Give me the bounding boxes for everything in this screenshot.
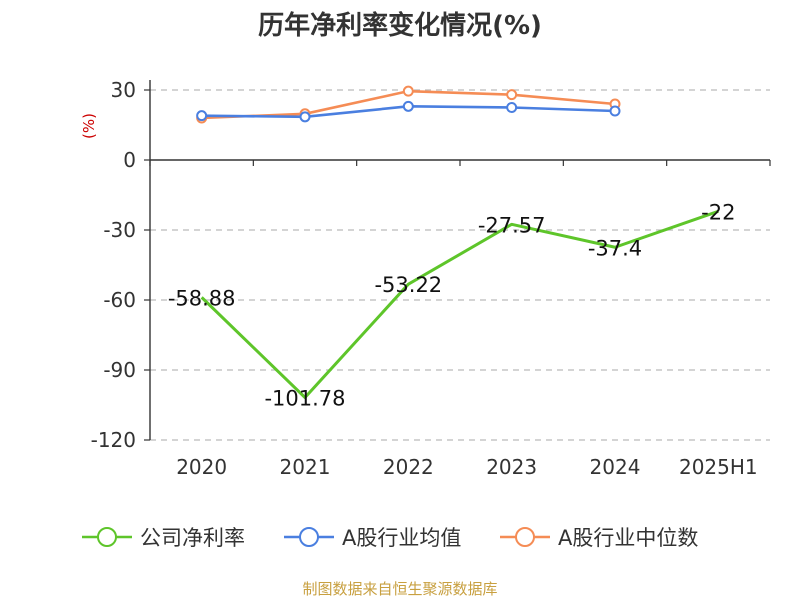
x-tick-label: 2023: [486, 455, 537, 479]
data-label: -27.57: [478, 213, 546, 237]
grid-lines: [150, 89, 770, 441]
data-label: -37.4: [588, 236, 642, 260]
series-line-0: [200, 209, 719, 399]
x-tick-label: 2025H1: [679, 455, 758, 479]
data-labels: -58.88 -101.78 -53.22 -27.57 -37.4 -22: [168, 200, 736, 410]
series-layer: [196, 85, 719, 399]
legend-label: A股行业中位数: [558, 526, 698, 550]
legend-label: 公司净利率: [140, 526, 245, 550]
series-point: [402, 85, 414, 97]
y-tick-label: -90: [103, 358, 136, 382]
data-label: -101.78: [264, 386, 345, 410]
y-axis-unit-label: (%): [80, 113, 98, 139]
legend-marker: [299, 527, 319, 547]
series-point: [402, 100, 414, 112]
data-source-note: 制图数据来自恒生聚源数据库: [302, 580, 497, 598]
y-tick-label: -30: [103, 218, 136, 242]
y-tick-label: 0: [123, 148, 136, 172]
y-tick-label: 30: [111, 78, 136, 102]
chart-title: 历年净利率变化情况(%): [258, 10, 542, 41]
legend-label: A股行业均值: [342, 526, 461, 550]
x-tick-label: 2021: [280, 455, 331, 479]
series-point: [506, 102, 518, 113]
data-label: -53.22: [374, 273, 442, 297]
x-tick-label: 2022: [383, 455, 434, 479]
x-tick-label: 2024: [590, 455, 641, 479]
data-label: -22: [701, 200, 735, 224]
legend: 公司净利率 A股行业均值 A股行业中位数: [82, 526, 698, 550]
series-point: [506, 89, 518, 101]
x-tick-label: 2020: [176, 455, 227, 479]
series-point: [196, 110, 208, 122]
axes: 30 0 -30 -60 -90 -120 2020 2021 2022 2023 2024 2025…: [91, 78, 771, 479]
series-point: [299, 111, 311, 123]
legend-marker: [97, 527, 117, 547]
y-tick-label: -60: [103, 288, 136, 312]
data-label: -58.88: [168, 286, 236, 310]
y-tick-label: -120: [91, 428, 136, 452]
legend-marker: [515, 527, 535, 547]
series-point: [609, 105, 621, 117]
